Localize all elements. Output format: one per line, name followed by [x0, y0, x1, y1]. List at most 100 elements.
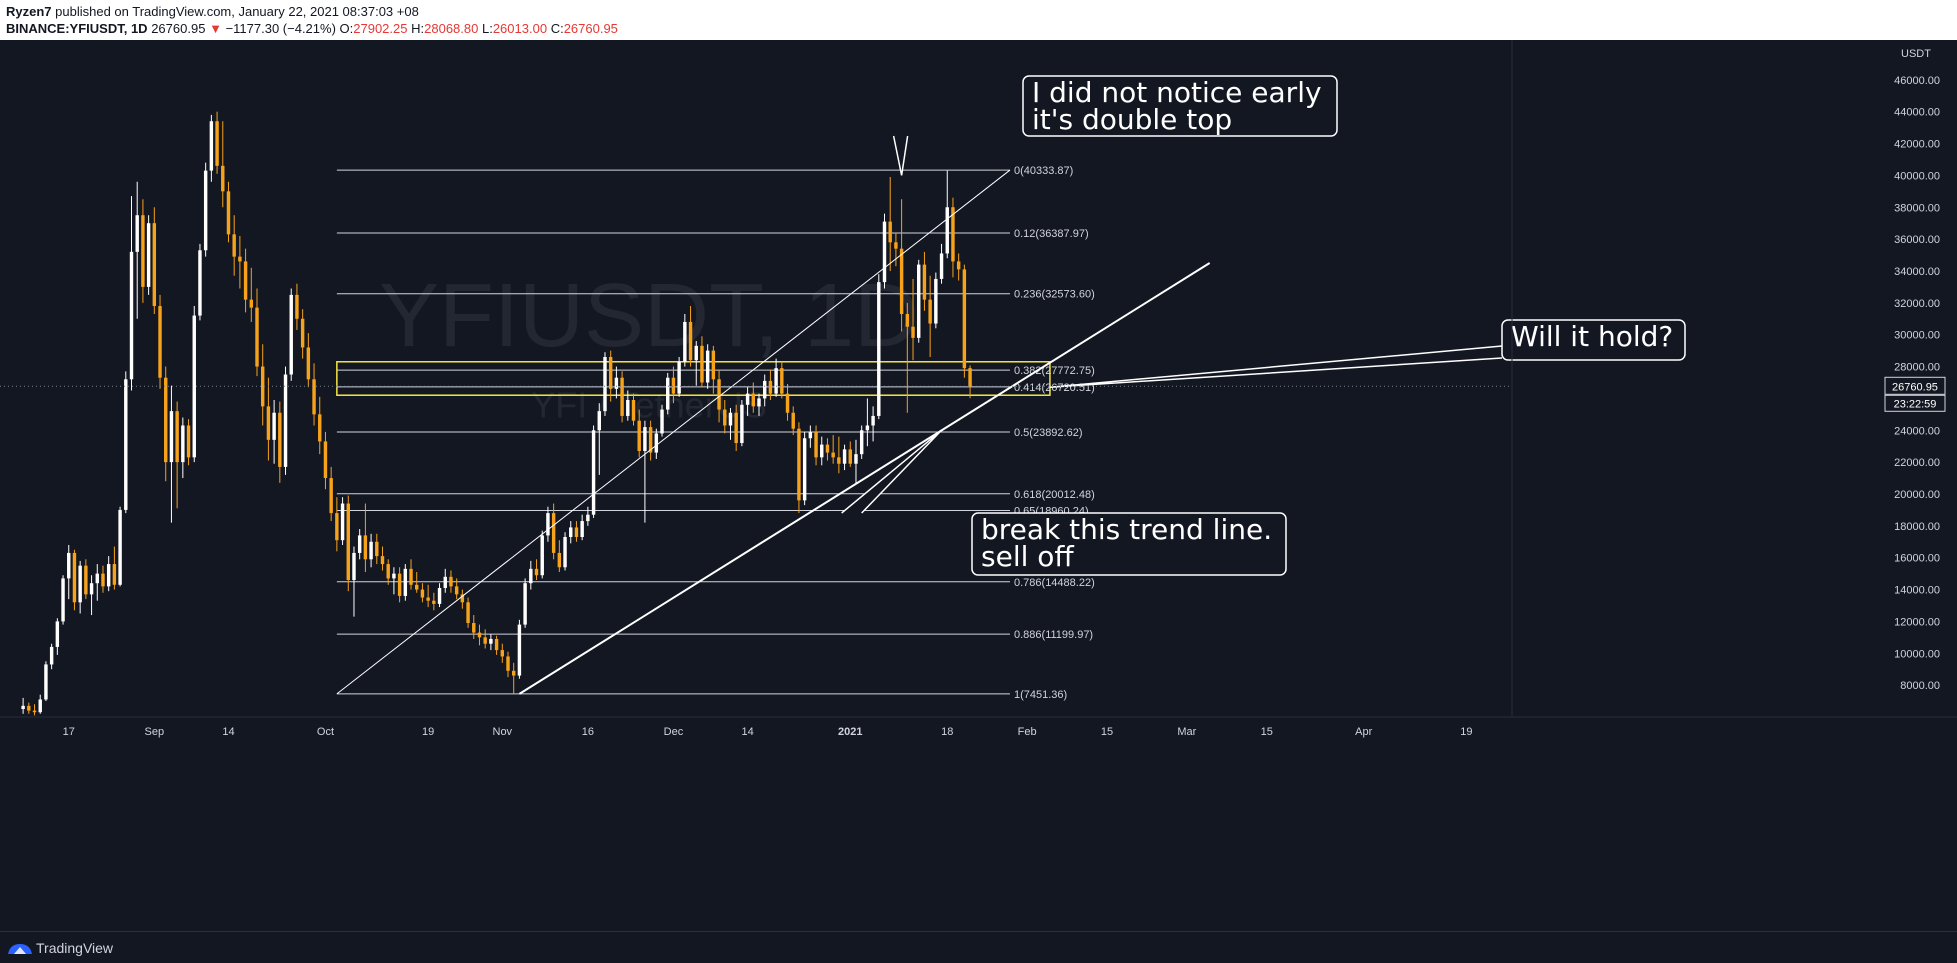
candle-down	[432, 600, 436, 604]
candle-up	[820, 444, 824, 458]
watermark-title: YFIUSDT, 1D	[379, 266, 919, 366]
candle-up	[38, 699, 42, 713]
candle-down	[318, 414, 322, 442]
candle-up	[181, 425, 185, 463]
candle-down	[780, 368, 784, 394]
price-tick-label: 20000.00	[1894, 489, 1940, 501]
candle-down	[101, 573, 105, 587]
candle-down	[534, 568, 539, 576]
symbol-label: BINANCE:YFIUSDT, 1D	[6, 21, 148, 36]
candle-up	[546, 513, 550, 536]
tradingview-brand[interactable]: TradingView	[36, 940, 114, 956]
candle-up	[443, 576, 447, 588]
candle-up	[78, 565, 82, 603]
time-axis[interactable]: 17 Sep 14 Oct 19 Nov 16 Dec 14 2021 18 Feb 15 Mar 15 Ap…	[63, 726, 1473, 738]
fib-level-label: 0.618(20012.48)	[1014, 489, 1095, 501]
candle-down	[238, 256, 242, 262]
candle-down	[266, 406, 271, 440]
chart-footer: TradingView	[0, 931, 1957, 963]
current-price-tag[interactable]	[1884, 376, 1946, 395]
candle-up	[124, 379, 128, 510]
candle-up	[859, 430, 864, 455]
candle-up	[44, 664, 48, 700]
candle-up	[61, 578, 65, 622]
open-label: O:	[339, 21, 354, 36]
candle-up	[357, 535, 362, 553]
candle-up	[437, 587, 442, 604]
fib-level-label: 0.382(27772.75)	[1014, 365, 1095, 377]
price-axis[interactable]: MAXUSDT46000.0044000.0042000.0040000.003…	[1884, 46, 1946, 692]
candle-down	[894, 242, 898, 249]
candle-down	[27, 705, 31, 711]
countdown-tag	[1884, 394, 1946, 412]
candle-down	[335, 513, 339, 541]
candle-down	[814, 431, 818, 458]
candle-up	[757, 398, 761, 407]
author-name[interactable]: Ryzen7	[6, 4, 52, 19]
candle-down	[221, 165, 225, 192]
trend-line[interactable]	[518, 262, 1211, 695]
candle-up	[808, 431, 813, 439]
candle-up	[643, 427, 647, 451]
candle-up	[802, 438, 807, 501]
candle-down	[226, 191, 231, 235]
candle-down	[215, 121, 219, 166]
price-chart[interactable]: YFIUSDT, 1D YFI / TetherUS 0(40333.87) 0.1…	[0, 40, 1957, 931]
candle-down	[922, 264, 927, 300]
time-tick-label: Feb	[1018, 726, 1037, 738]
candle-up	[203, 170, 208, 251]
callout[interactable]: Will it hold?	[1049, 319, 1686, 389]
candle-up	[882, 221, 887, 283]
last-price: 26760.95	[151, 21, 206, 36]
trend-lines[interactable]	[336, 169, 1211, 695]
tradingview-logo-icon[interactable]	[6, 940, 34, 956]
candle-down	[551, 513, 556, 553]
price-tick-label: 22000.00	[1894, 457, 1940, 469]
time-tick-label: 14	[741, 726, 753, 738]
candle-down	[306, 347, 311, 380]
candle-down	[825, 444, 830, 453]
time-tick-label: Apr	[1355, 726, 1372, 738]
candle-up	[745, 393, 750, 405]
price-tick-label: 42000.00	[1894, 139, 1940, 151]
candle-up	[654, 433, 659, 453]
candle-up	[705, 350, 710, 383]
price-tick-label: 24000.00	[1894, 425, 1940, 437]
candle-up	[209, 121, 214, 171]
price-tick-label: 36000.00	[1894, 234, 1940, 246]
candle-up	[660, 409, 664, 434]
candle-up	[192, 315, 196, 458]
candle-down	[415, 584, 419, 590]
candle-down	[300, 318, 305, 348]
candle-down	[768, 380, 773, 394]
open-value: 27902.25	[353, 21, 408, 36]
support-zone-box[interactable]	[336, 361, 1051, 396]
candle-down	[671, 377, 676, 394]
candle-down	[837, 457, 841, 464]
candle-up	[871, 415, 875, 426]
candle-down	[956, 261, 961, 270]
callout-pointer	[841, 429, 943, 514]
time-tick-label: 14	[222, 726, 234, 738]
callout-text: I did not notice early	[1032, 76, 1322, 109]
candle-down	[72, 552, 77, 603]
fibonacci-retracement[interactable]: 0(40333.87) 0.12(36387.97) 0.236(32573.60)…	[336, 165, 1095, 701]
candle-up	[842, 449, 847, 464]
support-zone-rectangle[interactable]	[336, 361, 1051, 396]
candle-up	[55, 621, 60, 647]
candle-up	[169, 411, 174, 463]
candle-up	[540, 535, 544, 576]
candle-down	[620, 377, 624, 416]
candle-up	[603, 356, 607, 412]
candle-up	[934, 278, 938, 324]
candle-down	[84, 565, 88, 595]
candle-down	[506, 656, 510, 671]
unit-label: USDT	[1901, 48, 1931, 60]
trend-line[interactable]	[336, 169, 1011, 695]
callout[interactable]: break this trend line.sell off	[841, 429, 1287, 576]
candle-up	[917, 264, 921, 338]
candle-down	[711, 350, 716, 380]
time-tick-label: 2021	[838, 726, 862, 738]
